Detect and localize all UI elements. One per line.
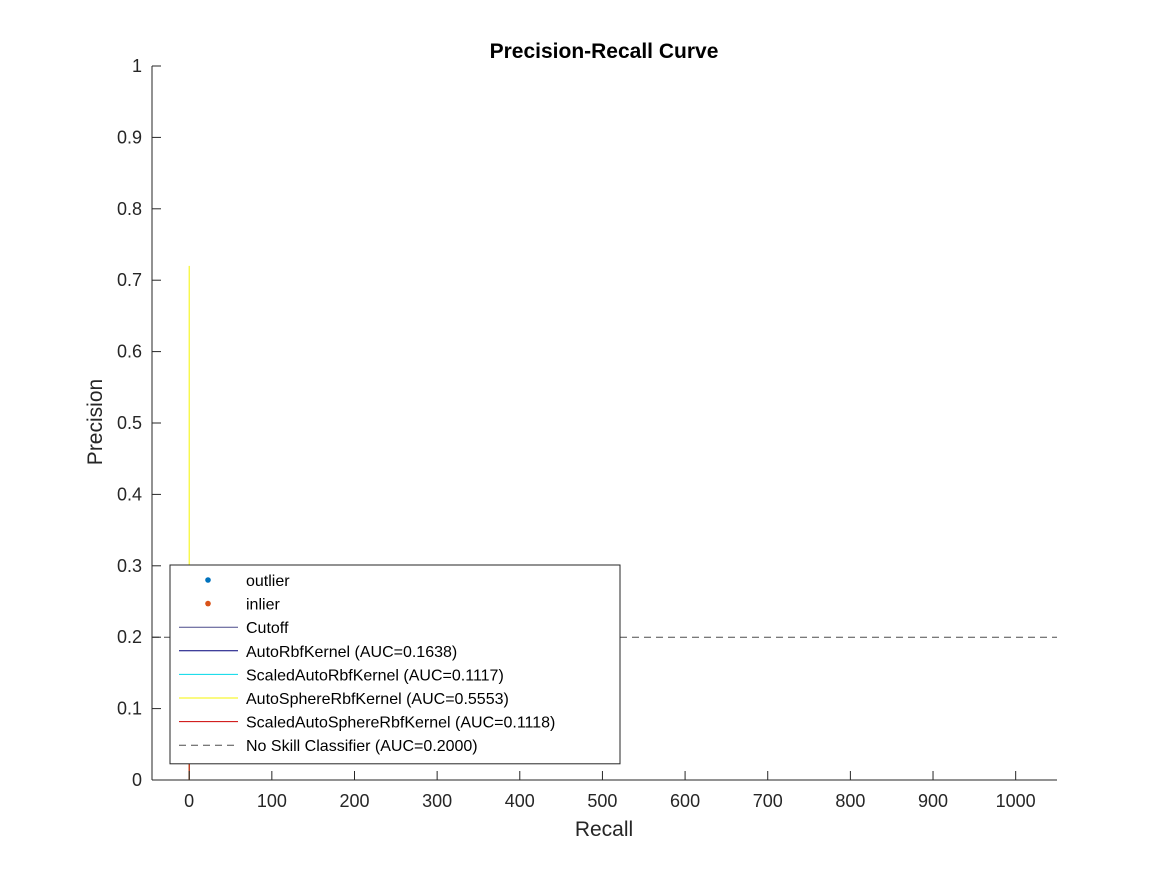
x-tick-label: 400 [505, 791, 535, 811]
legend-label: ScaledAutoRbfKernel (AUC=0.1117) [246, 667, 504, 684]
legend-label: AutoRbfKernel (AUC=0.1638) [246, 644, 457, 661]
ticks-layer: 0 100 200 300 400 500 600 700 800 900 1000 0 0.1 0.2 0… [117, 56, 1036, 811]
y-tick-label: 0.3 [117, 556, 142, 576]
legend-entry: Cutoff [179, 620, 289, 637]
legend-marker [205, 600, 211, 607]
y-tick-label: 0.2 [117, 627, 142, 647]
y-tick-label: 0 [132, 770, 142, 790]
legend-label: outlier [246, 573, 290, 590]
legend-entry: inlier [205, 597, 280, 614]
legend-label: ScaledAutoSphereRbfKernel (AUC=0.1118) [246, 715, 555, 732]
legend-box [169, 564, 621, 765]
x-axis-label: Recall [575, 818, 633, 841]
x-tick-label: 500 [587, 791, 617, 811]
legend-label: Cutoff [246, 620, 289, 637]
x-tick-label: 300 [422, 791, 452, 811]
y-tick-label: 0.5 [117, 413, 142, 433]
legend-label: AutoSphereRbfKernel (AUC=0.5553) [246, 691, 509, 708]
y-tick-label: 0.1 [117, 699, 142, 719]
y-tick-label: 0.4 [117, 484, 142, 504]
y-tick-label: 0.9 [117, 127, 142, 147]
y-tick-label: 1 [132, 56, 142, 76]
legend-entry: No Skill Classifier (AUC=0.2000) [179, 738, 478, 755]
y-tick-label: 0.8 [117, 199, 142, 219]
y-tick-label: 0.7 [117, 270, 142, 290]
x-tick-label: 800 [835, 791, 865, 811]
x-tick-label: 700 [753, 791, 783, 811]
legend-entry: ScaledAutoSphereRbfKernel (AUC=0.1118) [179, 715, 555, 732]
legend-label: inlier [246, 597, 280, 614]
x-tick-label: 600 [670, 791, 700, 811]
chart-title: Precision-Recall Curve [490, 40, 719, 63]
x-tick-label: 100 [257, 791, 287, 811]
x-tick-label: 200 [339, 791, 369, 811]
legend-marker [205, 577, 211, 583]
x-tick-label: 0 [184, 791, 194, 811]
legend-entry: ScaledAutoRbfKernel (AUC=0.1117) [179, 667, 504, 684]
legend-label: No Skill Classifier (AUC=0.2000) [246, 738, 478, 755]
y-axis-label: Precision [84, 379, 107, 465]
x-tick-label: 1000 [996, 791, 1036, 811]
legend-entry: outlier [205, 573, 290, 590]
legend: outlier inlier Cutoff AutoRbfKernel (AUC=0.… [169, 564, 621, 765]
x-tick-label: 900 [918, 791, 948, 811]
legend-entry: AutoRbfKernel (AUC=0.1638) [179, 644, 457, 661]
y-tick-label: 0.6 [117, 342, 142, 362]
legend-entry: AutoSphereRbfKernel (AUC=0.5553) [179, 691, 509, 708]
